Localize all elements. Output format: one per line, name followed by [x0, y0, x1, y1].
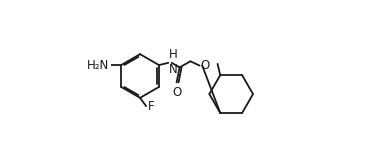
Text: O: O	[173, 86, 182, 99]
Text: H₂N: H₂N	[87, 59, 109, 72]
Text: H: H	[169, 48, 178, 61]
Text: O: O	[200, 59, 209, 72]
Text: F: F	[148, 100, 154, 113]
Text: N: N	[169, 63, 177, 76]
